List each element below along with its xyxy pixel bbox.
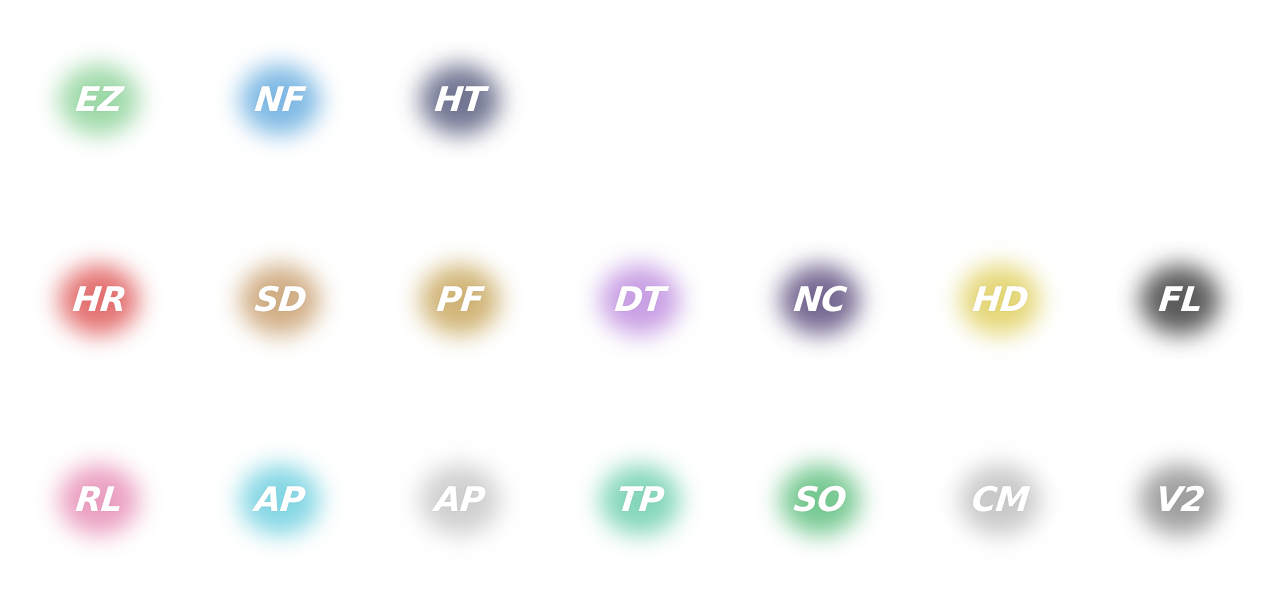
mod-icon-rl[interactable]: RL (39, 450, 159, 550)
glow-icon (1140, 265, 1220, 335)
glow-icon (240, 65, 320, 135)
mod-acronym: SO (792, 480, 848, 520)
mod-icon-hr[interactable]: HR (39, 250, 159, 350)
mod-acronym: NF (253, 80, 307, 120)
mod-icon-pf[interactable]: PF (400, 250, 520, 350)
mod-acronym: RL (73, 480, 125, 520)
glow-icon (59, 65, 139, 135)
mod-icon-ap[interactable]: AP (400, 450, 520, 550)
mod-acronym: FL (1156, 280, 1204, 320)
mod-icon-v2[interactable]: V2 (1120, 450, 1240, 550)
mod-acronym: NC (792, 280, 848, 320)
glow-icon (240, 465, 320, 535)
glow-icon (59, 265, 139, 335)
mod-icon-fl[interactable]: FL (1120, 250, 1240, 350)
glow-icon (780, 265, 860, 335)
glow-icon (960, 265, 1040, 335)
glow-icon (420, 265, 500, 335)
mod-icon-dt[interactable]: DT (580, 250, 700, 350)
mod-icon-sd[interactable]: SD (220, 250, 340, 350)
mod-acronym: HR (70, 280, 128, 320)
mod-icon-cm[interactable]: CM (940, 450, 1060, 550)
mod-icon-ht[interactable]: HT (400, 50, 520, 150)
mod-icon-so[interactable]: SO (760, 450, 880, 550)
glow-icon (780, 465, 860, 535)
mod-acronym: PF (434, 280, 486, 320)
mod-acronym: HD (970, 280, 1030, 320)
mod-acronym: DT (613, 280, 667, 320)
mod-icon-hd[interactable]: HD (940, 250, 1060, 350)
mod-acronym: HT (433, 80, 487, 120)
glow-icon (600, 265, 680, 335)
glow-icon (420, 65, 500, 135)
mod-acronym: V2 (1153, 480, 1207, 520)
glow-icon (59, 465, 139, 535)
mod-icon-tp[interactable]: TP (580, 450, 700, 550)
mod-acronym: CM (969, 480, 1031, 520)
mod-icon-nf[interactable]: NF (220, 50, 340, 150)
glow-icon (960, 465, 1040, 535)
mod-icon-nc[interactable]: NC (760, 250, 880, 350)
glow-icon (420, 465, 500, 535)
mod-acronym: TP (614, 480, 666, 520)
glow-icon (1140, 465, 1220, 535)
mod-acronym: AP (433, 480, 487, 520)
mod-acronym: EZ (73, 80, 125, 120)
mod-acronym: SD (252, 280, 308, 320)
mod-icon-ez[interactable]: EZ (39, 50, 159, 150)
glow-icon (240, 265, 320, 335)
mod-icon-ap[interactable]: AP (220, 450, 340, 550)
glow-icon (600, 465, 680, 535)
mod-acronym: AP (253, 480, 307, 520)
